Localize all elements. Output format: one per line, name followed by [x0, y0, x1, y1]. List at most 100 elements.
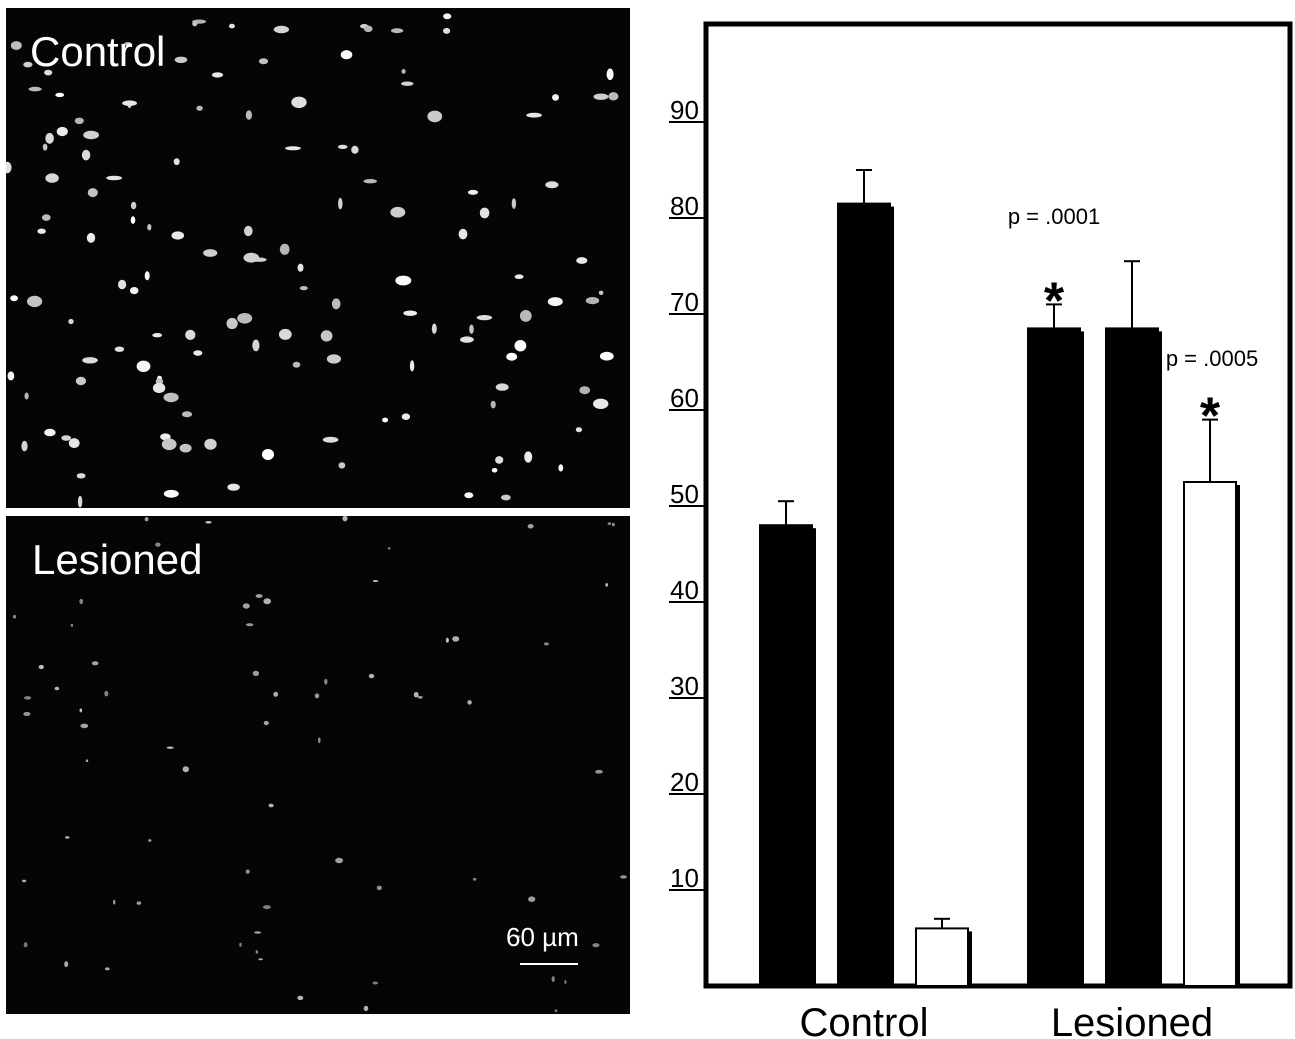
bars: * p = .0001 * p = .0005	[759, 169, 1258, 988]
cell-speckle	[476, 315, 493, 321]
cell-speckle	[160, 433, 171, 441]
cell-speckle	[363, 25, 373, 33]
cell-speckle	[74, 117, 84, 125]
cell-speckle	[445, 637, 449, 643]
cell-speckle	[228, 23, 235, 29]
cell-speckle	[163, 392, 179, 403]
cell-speckle	[239, 942, 242, 947]
cell-speckle	[263, 720, 269, 726]
cell-speckle	[564, 980, 567, 984]
cell-speckle	[245, 869, 250, 874]
category-label: Control	[800, 1001, 929, 1039]
cell-speckle	[258, 958, 263, 961]
cell-speckle	[6, 161, 12, 174]
cell-speckle	[261, 449, 275, 460]
cell-speckle	[376, 885, 382, 891]
cell-speckle	[91, 661, 99, 666]
cell-speckle	[467, 189, 479, 195]
cell-speckle	[464, 492, 474, 499]
y-tick-label: 90	[670, 95, 699, 125]
cell-speckle	[64, 961, 69, 968]
cell-speckle	[182, 766, 189, 773]
cell-speckle	[320, 330, 333, 342]
cell-speckle	[171, 231, 185, 240]
cell-speckle	[391, 28, 404, 34]
cell-speckle	[79, 708, 83, 713]
cell-speckle	[551, 976, 555, 983]
y-tick-label: 50	[670, 479, 699, 509]
cell-speckle	[611, 522, 615, 527]
cell-speckle	[205, 521, 212, 524]
cell-speckle	[56, 126, 68, 137]
cell-speckle	[114, 346, 125, 352]
cell-speckle	[372, 580, 379, 582]
cell-speckle	[252, 670, 260, 676]
cell-speckle	[558, 464, 564, 472]
cell-speckle	[45, 132, 54, 144]
cell-speckle	[10, 295, 18, 302]
cell-speckle	[342, 516, 348, 522]
cell-speckle	[144, 271, 150, 281]
cell-speckle	[45, 173, 59, 183]
cell-speckle	[87, 188, 98, 198]
bar	[837, 202, 891, 988]
cell-speckle	[136, 901, 142, 905]
cell-speckle	[519, 310, 532, 322]
cell-speckle	[278, 328, 292, 340]
cell-speckle	[554, 1009, 558, 1013]
cell-speckle	[506, 352, 518, 361]
bar	[1105, 327, 1159, 987]
cell-speckle	[337, 144, 348, 149]
cell-speckle	[299, 286, 308, 291]
cell-speckle	[82, 357, 98, 364]
cell-speckle	[174, 56, 188, 63]
cell-speckle	[547, 297, 563, 307]
cell-speckle	[576, 257, 588, 264]
cell-speckle	[263, 598, 272, 605]
cell-speckle	[22, 879, 27, 883]
cell-speckle	[390, 206, 406, 218]
cell-speckle	[431, 323, 437, 334]
cell-speckle	[255, 594, 263, 598]
cell-speckle	[363, 179, 377, 184]
cell-speckle	[458, 228, 468, 240]
cell-speckle	[7, 371, 15, 381]
cell-speckle	[413, 691, 419, 698]
cell-speckle	[335, 857, 344, 864]
cell-speckle	[54, 686, 60, 691]
cell-speckle	[593, 93, 609, 100]
cell-speckle	[514, 340, 527, 352]
cell-speckle	[620, 875, 627, 879]
cell-speckle	[113, 899, 116, 905]
cell-speckle	[211, 72, 224, 78]
cell-speckle	[351, 145, 359, 154]
cell-speckle	[122, 100, 137, 106]
cell-speckle	[409, 360, 415, 372]
cell-speckle	[152, 333, 163, 338]
cell-speckle	[427, 110, 443, 123]
bar	[1183, 481, 1237, 987]
cell-speckle	[42, 143, 48, 151]
cell-speckle	[417, 695, 423, 699]
cell-speckle	[104, 690, 109, 697]
cell-speckle	[192, 21, 198, 27]
cell-speckle	[173, 158, 180, 166]
cell-speckle	[130, 201, 137, 210]
cell-speckle	[467, 700, 472, 705]
cell-speckle	[579, 386, 591, 395]
cell-speckle	[44, 69, 53, 76]
cell-speckle	[592, 943, 600, 948]
cell-speckle	[403, 310, 418, 316]
p-value-annotation: p = .0001	[1008, 204, 1100, 229]
cell-speckle	[155, 542, 161, 547]
cell-speckle	[105, 967, 110, 971]
category-label: Lesioned	[1051, 1001, 1213, 1039]
cell-speckle	[244, 225, 253, 237]
cell-speckle	[144, 517, 149, 522]
cell-speckle	[75, 376, 86, 386]
significance-star: *	[1044, 272, 1065, 330]
cell-speckle	[324, 678, 328, 685]
cell-speckle	[331, 298, 341, 310]
cell-speckle	[24, 392, 29, 400]
